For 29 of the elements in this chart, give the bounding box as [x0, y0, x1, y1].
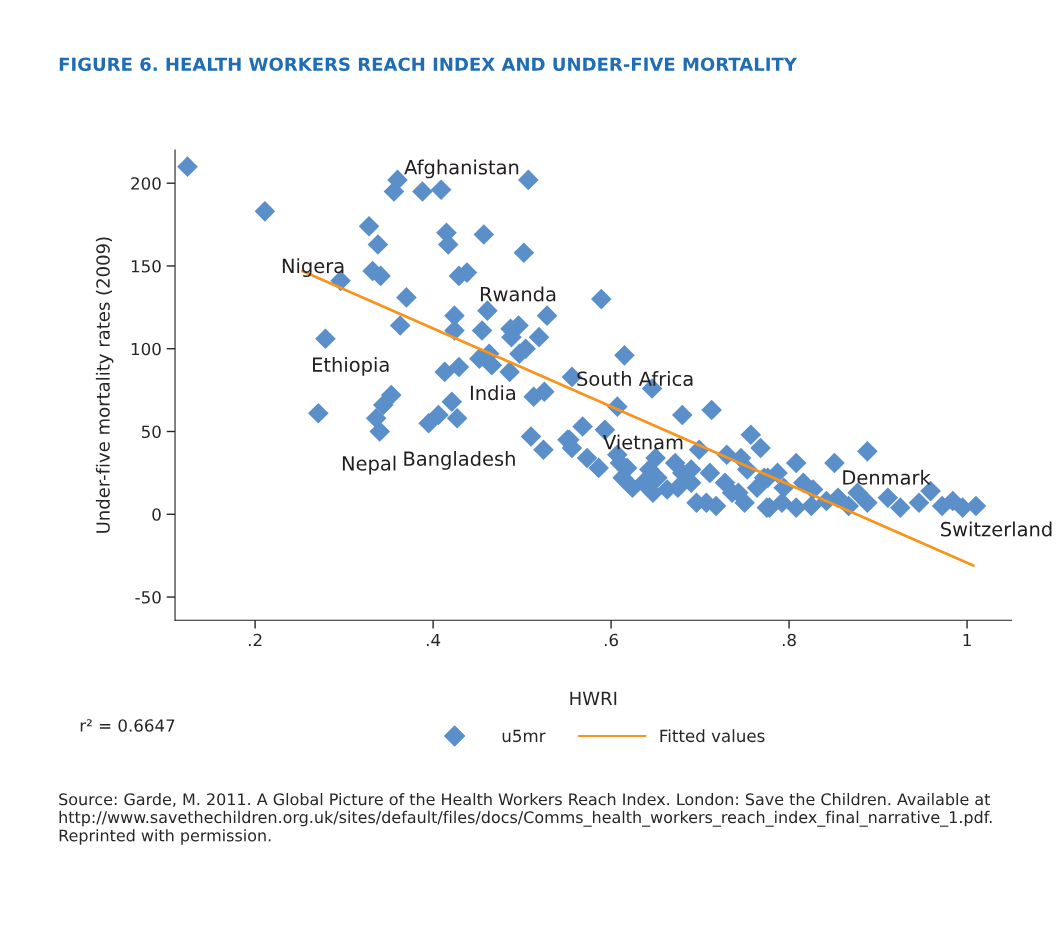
- x-tick-label: .6: [604, 633, 618, 647]
- annotation: Nepal: [342, 455, 396, 475]
- annotation: Afghanistan: [404, 159, 519, 179]
- annotation: Bangladesh: [404, 450, 515, 470]
- y-tick-label: 100: [131, 342, 161, 356]
- x-tick-label: .8: [782, 633, 796, 647]
- annotation: India: [470, 385, 516, 401]
- annotation: Denmark: [843, 469, 931, 485]
- annotation: South Africa: [577, 371, 693, 387]
- legend-label: Fitted values: [660, 729, 765, 743]
- source-note: Source: Garde, M. 2011. A Global Picture of the Health Workers Reach Index. London: Save the Children. Available at http://www.savethechildren.org.uk/sites/default/files/docs/Comms_health_workers_reach_index_final_narrative_1.pdf. Reprinted with permission.: [59, 792, 992, 845]
- y-tick-label: 50: [141, 425, 161, 439]
- y-tick-label: 150: [131, 259, 161, 273]
- y-tick-label: 200: [131, 177, 161, 190]
- y-tick-label: 0: [152, 508, 161, 521]
- annotation: Vietnam: [603, 434, 683, 450]
- y-tick-label: -50: [135, 591, 161, 604]
- x-tick-label: 1: [963, 633, 971, 647]
- legend-label: u5mr: [502, 729, 546, 743]
- x-axis-title: HWRI: [570, 691, 617, 705]
- y-axis-title: Under-five mortality rates (2009): [95, 237, 114, 533]
- annotation: Switzerland: [941, 521, 1052, 537]
- chart-title: FIGURE 6. HEALTH WORKERS REACH INDEX AND UNDER-FIVE MORTALITY: [59, 57, 798, 72]
- annotation: Ethiopia: [313, 356, 389, 376]
- annotation: Nigera: [282, 258, 344, 278]
- annotation: Rwanda: [480, 286, 556, 302]
- x-tick-label: .2: [248, 633, 262, 647]
- text: r² = 0.6647: [80, 719, 175, 732]
- x-tick-label: .4: [426, 633, 441, 647]
